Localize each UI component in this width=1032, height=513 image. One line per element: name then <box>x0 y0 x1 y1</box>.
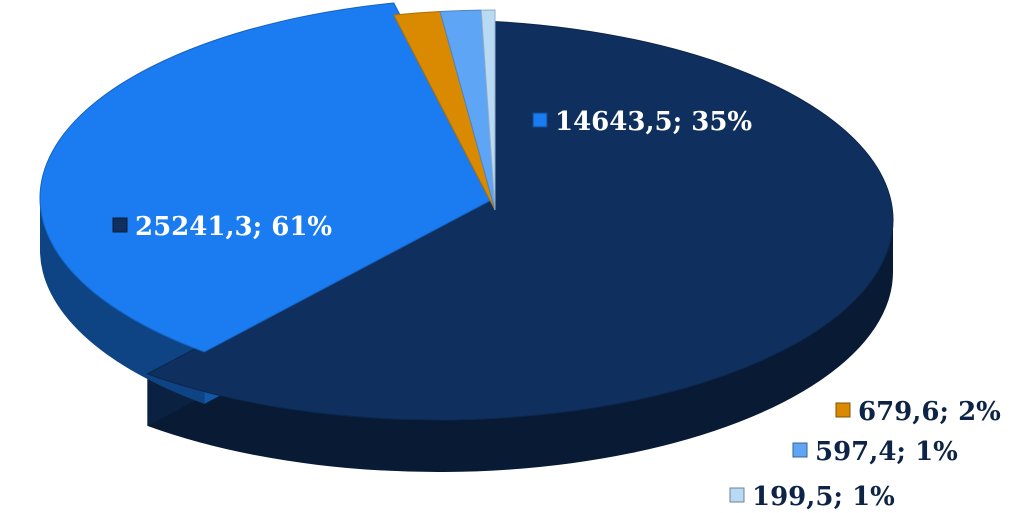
data-label-text-1: 14643,5; 35% <box>555 107 752 137</box>
data-label-marker-4 <box>729 487 745 503</box>
data-label-text-3: 597,4; 1% <box>815 437 958 467</box>
data-label-2: 679,6; 2% <box>835 397 1001 427</box>
data-label-marker-3 <box>792 442 808 458</box>
data-label-marker-1 <box>532 112 548 128</box>
data-label-3: 597,4; 1% <box>792 437 958 467</box>
pie-slice-0 <box>146 19 894 421</box>
data-label-text-0: 25241,3; 61% <box>135 212 332 242</box>
data-label-4: 199,5; 1% <box>729 482 895 512</box>
pie-slice-side-1 <box>40 198 205 404</box>
data-label-text-4: 199,5; 1% <box>752 482 895 512</box>
data-label-text-2: 679,6; 2% <box>858 397 1001 427</box>
data-label-marker-0 <box>112 217 128 233</box>
data-label-0: 25241,3; 61% <box>112 212 332 242</box>
pie-slice-side-0 <box>147 220 893 473</box>
pie-slice-4 <box>480 9 496 211</box>
pie-slice-1 <box>39 2 496 353</box>
data-label-1: 14643,5; 35% <box>532 107 752 137</box>
data-label-marker-2 <box>835 402 851 418</box>
